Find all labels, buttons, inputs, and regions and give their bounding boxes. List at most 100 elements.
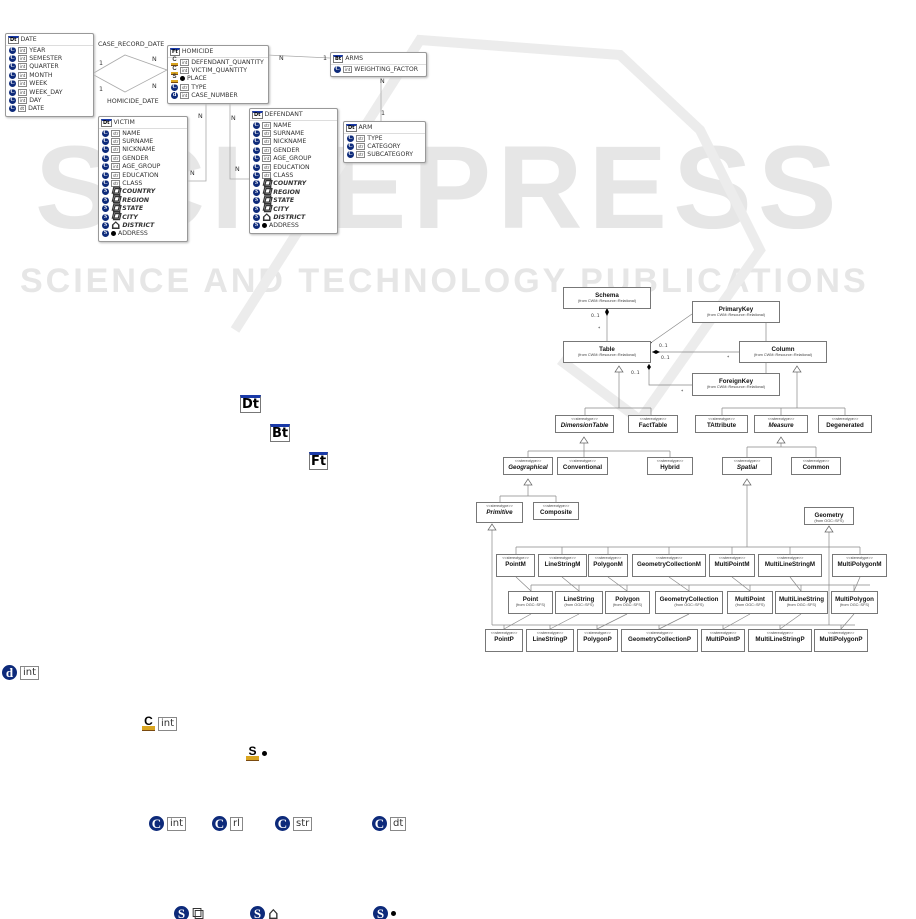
class-name: LineStringM bbox=[544, 561, 581, 568]
attribute-row: S ⧉ STATE bbox=[99, 200, 187, 216]
uml-class-multipolygon: MultiPolygon (from OGC::SFS) bbox=[831, 591, 878, 614]
class-name: GeometryCollectionM bbox=[637, 561, 701, 568]
polygon-collection-icon: ⧉ bbox=[262, 201, 272, 217]
str-type-icon: str bbox=[111, 171, 121, 179]
class-name: LineString bbox=[563, 596, 595, 603]
str-type-icon: str bbox=[111, 154, 121, 162]
attribute-name: CLASS bbox=[122, 180, 143, 188]
int-type-icon: int bbox=[18, 63, 28, 71]
uml-class-linestringm: <<stereotype>> LineStringM bbox=[538, 554, 587, 577]
descriptor-d-icon: d bbox=[171, 92, 178, 100]
multiplicity: N bbox=[190, 170, 195, 177]
spatial-s-icon: S bbox=[102, 221, 109, 229]
stereotype-label: <<stereotype>> bbox=[584, 631, 611, 635]
stereotype-label: <<stereotype>> bbox=[549, 556, 576, 560]
attribute-row: S ⧉ CITY bbox=[99, 210, 187, 223]
polygon-icon: ⌂ bbox=[111, 217, 121, 233]
uml-class-multipointm: <<stereotype>> MultiPointM bbox=[709, 554, 755, 577]
attribute-row: S ADDRESS bbox=[99, 230, 187, 238]
class-origin: (from CWM::Resource::Relational) bbox=[753, 353, 813, 357]
uml-class-pointm: <<stereotype>> PointM bbox=[496, 554, 535, 577]
attribute-name: CLASS bbox=[273, 172, 294, 180]
point-icon bbox=[262, 751, 267, 756]
attribute-name: COUNTRY bbox=[273, 180, 307, 188]
attribute-c-icon: C bbox=[102, 129, 109, 137]
str-type-icon: str bbox=[262, 146, 272, 154]
int-type-icon: int bbox=[167, 816, 187, 831]
stereotype-label: <<stereotype>> bbox=[708, 417, 735, 421]
class-name: MultiPolygonP bbox=[819, 636, 863, 643]
class-origin: (from OGC::SFS) bbox=[735, 603, 765, 607]
class-name: GeometryCollectionP bbox=[628, 636, 691, 643]
class-origin: (from CWM::Resource::Relational) bbox=[706, 313, 766, 317]
attribute-c-icon: C bbox=[102, 138, 109, 146]
attribute-row: S ADDRESS bbox=[250, 222, 337, 230]
table-name: DEFENDANT bbox=[264, 111, 303, 118]
str-type-icon: str bbox=[262, 172, 272, 180]
table-type-icon: Dt bbox=[346, 123, 357, 132]
multiplicity: N bbox=[198, 113, 203, 120]
table-type-icon: Dt bbox=[8, 35, 19, 44]
attribute-name: TYPE bbox=[191, 83, 207, 91]
table-header: Dt DEFENDANT bbox=[250, 109, 337, 121]
class-origin: (from OGC::SFS) bbox=[564, 603, 594, 607]
attribute-name: SEMESTER bbox=[29, 55, 63, 63]
stereotype-label: <<stereotype>> bbox=[569, 459, 596, 463]
attribute-c-icon: C bbox=[347, 151, 354, 159]
stereotype-label: <<stereotype>> bbox=[767, 417, 795, 421]
attribute-name: REGION bbox=[122, 196, 150, 204]
stereotype-label: <<stereotype>> bbox=[766, 631, 794, 635]
attribute-name: DISTRICT bbox=[273, 213, 306, 221]
table-name: ARM bbox=[358, 124, 373, 131]
str-type-icon: str bbox=[356, 151, 366, 159]
stereotype-label: <<stereotype>> bbox=[802, 459, 830, 463]
rl-type-icon: rl bbox=[230, 816, 243, 831]
measure-c-icon: C bbox=[171, 57, 178, 67]
attribute-name: PLACE bbox=[187, 75, 207, 83]
attribute-c-icon: C bbox=[102, 154, 109, 162]
point-icon bbox=[262, 223, 267, 229]
polygon-collection-icon: ⧉ bbox=[262, 192, 272, 208]
attribute-row: S ⧉ STATE bbox=[250, 192, 337, 208]
table-header: Dt DATE bbox=[6, 34, 93, 46]
int-type-icon: int bbox=[18, 80, 28, 88]
uml-class-polygonp: <<stereotype>> PolygonP bbox=[577, 629, 618, 652]
str-type-icon: str bbox=[356, 134, 366, 142]
attribute-name: SURNAME bbox=[273, 130, 305, 138]
uml-class-multilinestring: MultiLineString (from OGC::SFS) bbox=[775, 591, 828, 614]
attribute-c-icon: C bbox=[9, 46, 16, 54]
table-type-icon: Ft bbox=[170, 47, 180, 56]
stereotype-label: <<stereotype>> bbox=[639, 417, 667, 421]
uml-class-conventional: <<stereotype>> Conventional bbox=[557, 457, 608, 475]
attribute-name: GENDER bbox=[273, 146, 300, 154]
stereotype-label: <<stereotype>> bbox=[827, 631, 855, 635]
attribute-c-icon: C bbox=[212, 816, 227, 831]
attribute-name: STATE bbox=[122, 205, 144, 213]
table-name: VICTIM bbox=[113, 119, 135, 126]
uml-class-primitive: <<stereotype>> Primitive bbox=[476, 502, 523, 523]
polygon-collection-icon: ⧉ bbox=[111, 200, 121, 216]
class-name: Column bbox=[771, 346, 795, 353]
attribute-c-icon: C bbox=[253, 130, 260, 138]
table-type-icon: Dt bbox=[240, 395, 262, 413]
attribute-name: NAME bbox=[273, 121, 292, 129]
class-origin: (from OGC::SFS) bbox=[786, 603, 817, 607]
uml-class-foreignkey: ForeignKey (from CWM::Resource::Relationa… bbox=[692, 373, 780, 396]
table-name: HOMICIDE bbox=[181, 48, 214, 55]
class-name: Geometry bbox=[814, 512, 844, 519]
attribute-c-icon: C bbox=[334, 65, 341, 73]
spatial-s-icon: S bbox=[253, 180, 260, 188]
